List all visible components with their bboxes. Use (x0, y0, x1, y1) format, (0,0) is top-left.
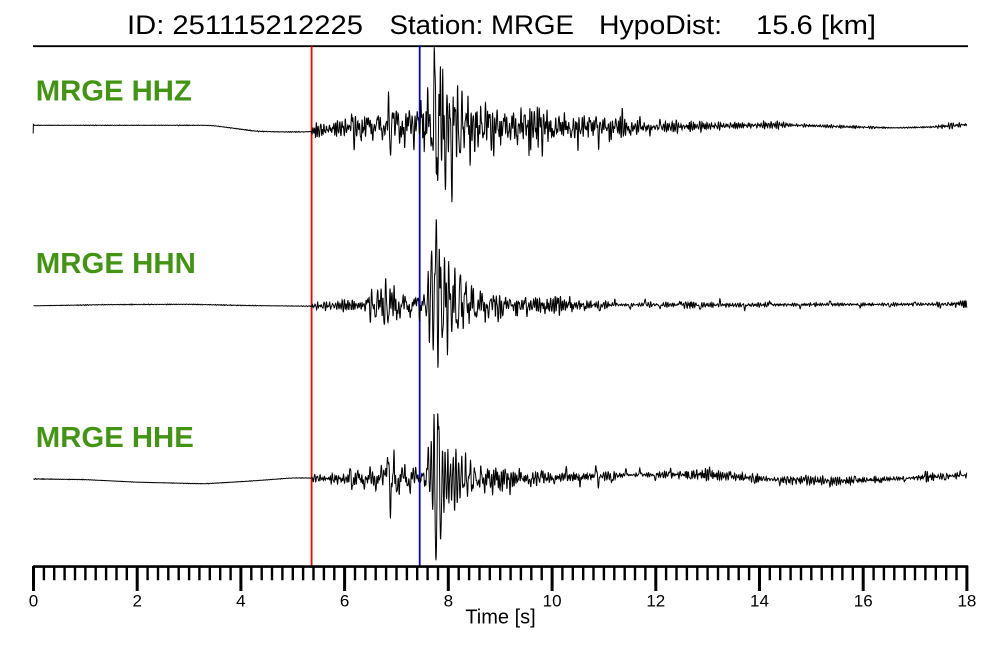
svg-text:HypoDist:: HypoDist: (599, 10, 722, 40)
svg-text:16: 16 (854, 592, 873, 611)
svg-text:15.6 [km]: 15.6 [km] (756, 10, 876, 40)
svg-text:2: 2 (132, 592, 141, 611)
svg-text:8: 8 (444, 592, 453, 611)
svg-text:0: 0 (29, 592, 38, 611)
svg-text:MRGE HHN: MRGE HHN (36, 248, 196, 280)
svg-text:Time [s]: Time [s] (465, 606, 535, 628)
svg-text:MRGE HHE: MRGE HHE (36, 422, 194, 454)
svg-text:MRGE HHZ: MRGE HHZ (36, 76, 192, 108)
svg-text:ID: 251115212225: ID: 251115212225 (127, 10, 363, 40)
svg-text:18: 18 (957, 592, 976, 611)
svg-text:12: 12 (646, 592, 665, 611)
svg-text:4: 4 (236, 592, 245, 611)
svg-text:14: 14 (750, 592, 769, 611)
svg-text:6: 6 (340, 592, 349, 611)
svg-text:Station: MRGE: Station: MRGE (390, 10, 575, 40)
svg-text:10: 10 (543, 592, 562, 611)
